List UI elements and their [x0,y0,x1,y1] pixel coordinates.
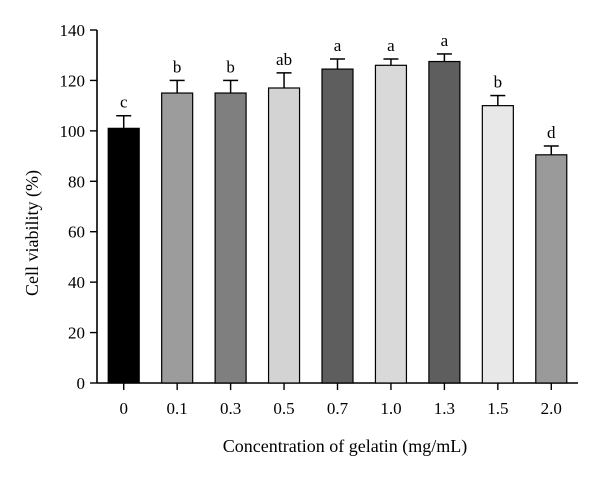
bar-2.0 [535,154,568,384]
y-tick-label: 60 [68,223,85,242]
x-tick-label: 0.7 [327,399,349,418]
x-axis-title: Concentration of gelatin (mg/mL) [223,436,467,457]
error-bar [330,58,345,70]
error-bar [276,72,292,88]
x-tick-label: 0.5 [273,399,294,418]
significance-letter: ab [276,50,292,69]
y-axis-title: Cell viability (%) [22,170,43,296]
y-axis: 0 20 40 60 80 100 120 140 [60,21,98,393]
significance-letter: b [494,73,503,92]
bar-0 [107,127,140,384]
x-tick-label: 1.5 [487,399,508,418]
bar-1.5 [481,105,514,384]
y-tick-label: 40 [68,273,85,292]
significance-letter: b [226,57,235,76]
significance-letter: a [387,36,395,55]
x-tick-label: 1.0 [380,399,401,418]
y-tick-label: 80 [68,172,85,191]
significance-letter: d [547,123,556,142]
significance-letter: a [334,36,342,55]
bar-0.3 [214,92,247,384]
y-tick-label: 120 [60,71,86,90]
error-bar [169,79,185,94]
x-tick-label: 0.1 [167,399,188,418]
significance-letter: c [120,93,128,112]
y-tick-label: 0 [77,374,86,393]
significance-letter: b [173,57,182,76]
error-bar [116,114,132,129]
x-tick-label: 1.3 [434,399,455,418]
x-axis: 0 0.1 0.3 0.5 0.7 1.0 1.3 1.5 2.0 [97,382,578,418]
y-tick-label: 20 [68,324,85,343]
bar-1.0 [374,64,408,384]
bar-0.5 [267,87,301,384]
significance-letter: a [441,31,449,50]
bar-0.1 [161,92,194,384]
error-bar [223,79,239,94]
y-tick-label: 100 [60,122,86,141]
x-tick-label: 2.0 [541,399,562,418]
bar-0.7 [321,68,354,384]
bar-1.3 [428,60,461,384]
x-tick-label: 0 [119,399,128,418]
error-bar [543,145,559,155]
error-bar [490,94,506,106]
error-bar [436,53,452,62]
x-tick-label: 0.3 [220,399,241,418]
y-tick-label: 140 [60,21,86,40]
bars-group: cb b aba a abd [107,31,568,384]
error-bar [383,58,399,66]
